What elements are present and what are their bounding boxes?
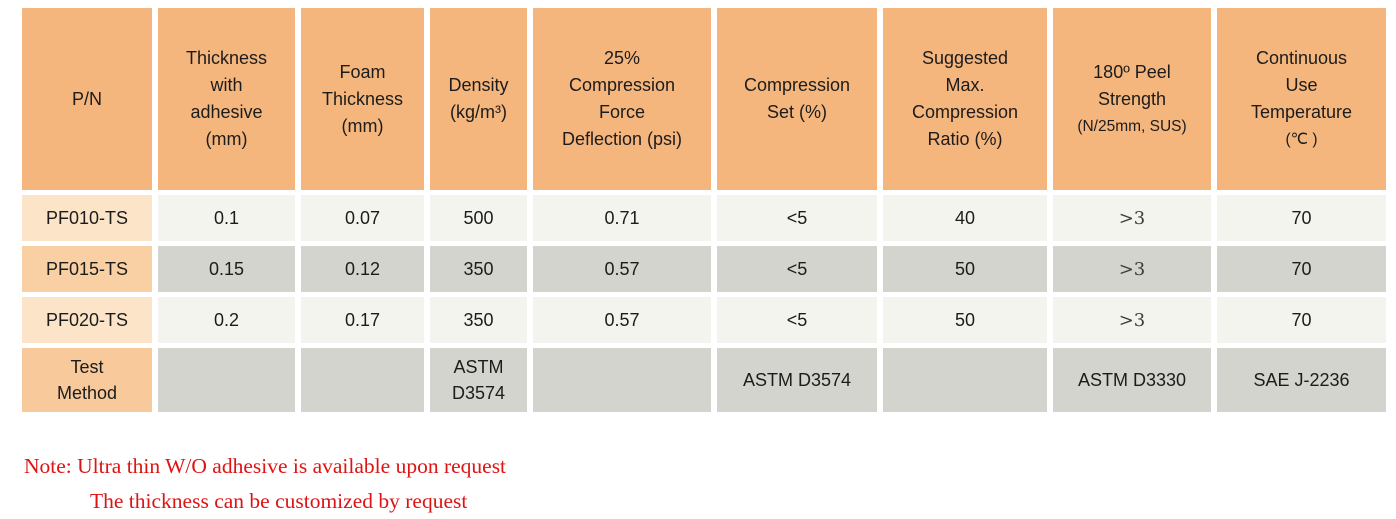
test-method-row: Test Method ASTM D3574 ASTM D3574 ASTM D333… (22, 348, 1386, 412)
test-method-cell: ASTM D3574 (430, 348, 527, 412)
value-cell: 0.07 (301, 195, 424, 241)
value-cell: <5 (717, 195, 877, 241)
note-line-1: Note: Ultra thin W/O adhesive is availab… (24, 454, 507, 478)
col-header-compression-force-deflection: 25% Compression Force Deflection (psi) (533, 8, 711, 190)
test-method-cell (158, 348, 295, 412)
col-header-thickness-with-adhesive: Thickness with adhesive (mm) (158, 8, 295, 190)
value-cell: >3 (1053, 195, 1211, 241)
col-header-compression-set: Compression Set (%) (717, 8, 877, 190)
value-cell: 40 (883, 195, 1047, 241)
value-cell: 70 (1217, 195, 1386, 241)
value-cell: 50 (883, 297, 1047, 343)
value-cell: 70 (1217, 246, 1386, 292)
test-method-cell (301, 348, 424, 412)
value-cell: 0.17 (301, 297, 424, 343)
header-row: P/N Thickness with adhesive (mm) Foam Thicknes… (22, 8, 1386, 190)
value-cell: <5 (717, 297, 877, 343)
col-header-density: Density (kg/m³) (430, 8, 527, 190)
test-method-label: Test Method (22, 348, 152, 412)
value-cell: 70 (1217, 297, 1386, 343)
col-header-continuous-use-temperature: Continuous Use Temperature (℃ ) (1217, 8, 1386, 190)
spec-table: P/N Thickness with adhesive (mm) Foam Thicknes… (16, 3, 1392, 417)
value-cell: 50 (883, 246, 1047, 292)
value-cell: 0.71 (533, 195, 711, 241)
value-cell: <5 (717, 246, 877, 292)
note: Note: Ultra thin W/O adhesive is availab… (24, 449, 1390, 519)
value-cell: 0.57 (533, 297, 711, 343)
note-line-2: The thickness can be customized by reque… (90, 488, 468, 513)
value-cell: 350 (430, 246, 527, 292)
pn-cell: PF020-TS (22, 297, 152, 343)
value-cell: 0.1 (158, 195, 295, 241)
spec-table-body: PF010-TS 0.1 0.07 500 0.71 <5 40 >3 70 PF015-TS 0.… (22, 195, 1386, 412)
value-cell: 500 (430, 195, 527, 241)
value-cell: >3 (1053, 297, 1211, 343)
value-cell: 0.57 (533, 246, 711, 292)
col-header-suggested-max-compression-ratio: Suggested Max. Compression Ratio (%) (883, 8, 1047, 190)
value-cell: 0.2 (158, 297, 295, 343)
col-header-pn: P/N (22, 8, 152, 190)
spec-row-PF015-TS: PF015-TS 0.15 0.12 350 0.57 <5 50 >3 70 (22, 246, 1386, 292)
col-header-peel-strength: 180º Peel Strength (N/25mm, SUS) (1053, 8, 1211, 190)
test-method-cell: SAE J-2236 (1217, 348, 1386, 412)
pn-cell: PF010-TS (22, 195, 152, 241)
test-method-cell: ASTM D3574 (717, 348, 877, 412)
test-method-cell (883, 348, 1047, 412)
value-cell: 0.15 (158, 246, 295, 292)
value-cell: >3 (1053, 246, 1211, 292)
test-method-cell (533, 348, 711, 412)
pn-cell: PF015-TS (22, 246, 152, 292)
value-cell: 350 (430, 297, 527, 343)
value-cell: 0.12 (301, 246, 424, 292)
col-header-foam-thickness: Foam Thickness (mm) (301, 8, 424, 190)
spec-row-PF020-TS: PF020-TS 0.2 0.17 350 0.57 <5 50 >3 70 (22, 297, 1386, 343)
spec-row-PF010-TS: PF010-TS 0.1 0.07 500 0.71 <5 40 >3 70 (22, 195, 1386, 241)
test-method-cell: ASTM D3330 (1053, 348, 1211, 412)
